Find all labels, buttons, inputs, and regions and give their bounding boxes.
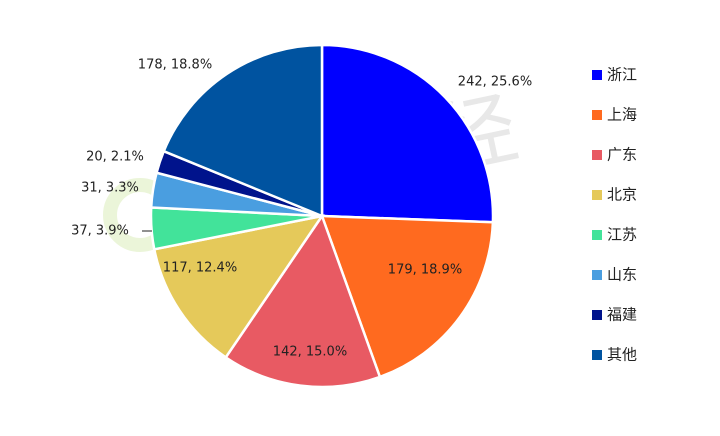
data-label: 37, 3.9% [71, 224, 129, 239]
data-label: 179, 18.9% [388, 263, 462, 278]
legend-swatch [592, 150, 602, 160]
data-label: 242, 25.6% [458, 75, 532, 90]
data-label: 20, 2.1% [86, 150, 144, 165]
pie-slice [162, 43, 324, 218]
data-label: 31, 3.3% [81, 181, 139, 196]
legend-label: 江苏 [607, 226, 637, 244]
legend-label: 山东 [607, 266, 637, 284]
legend-label: 浙江 [607, 66, 637, 84]
legend-label: 其他 [607, 346, 637, 364]
legend-swatch [592, 270, 602, 280]
legend-swatch [592, 230, 602, 240]
pie-slice [320, 43, 495, 224]
legend-swatch [592, 70, 602, 80]
data-label: 178, 18.8% [138, 58, 212, 73]
data-label: 117, 12.4% [163, 261, 237, 276]
data-label: 142, 15.0% [273, 345, 347, 360]
legend-label: 上海 [607, 106, 637, 124]
legend-swatch [592, 350, 602, 360]
pie-slice [224, 213, 382, 389]
pie-slice [152, 214, 325, 360]
pie-slice [320, 214, 495, 379]
legend-label: 北京 [607, 186, 637, 204]
legend-swatch [592, 190, 602, 200]
legend-swatch [592, 110, 602, 120]
legend-swatch [592, 310, 602, 320]
legend-label: 福建 [607, 306, 637, 324]
legend-label: 广东 [607, 146, 637, 164]
